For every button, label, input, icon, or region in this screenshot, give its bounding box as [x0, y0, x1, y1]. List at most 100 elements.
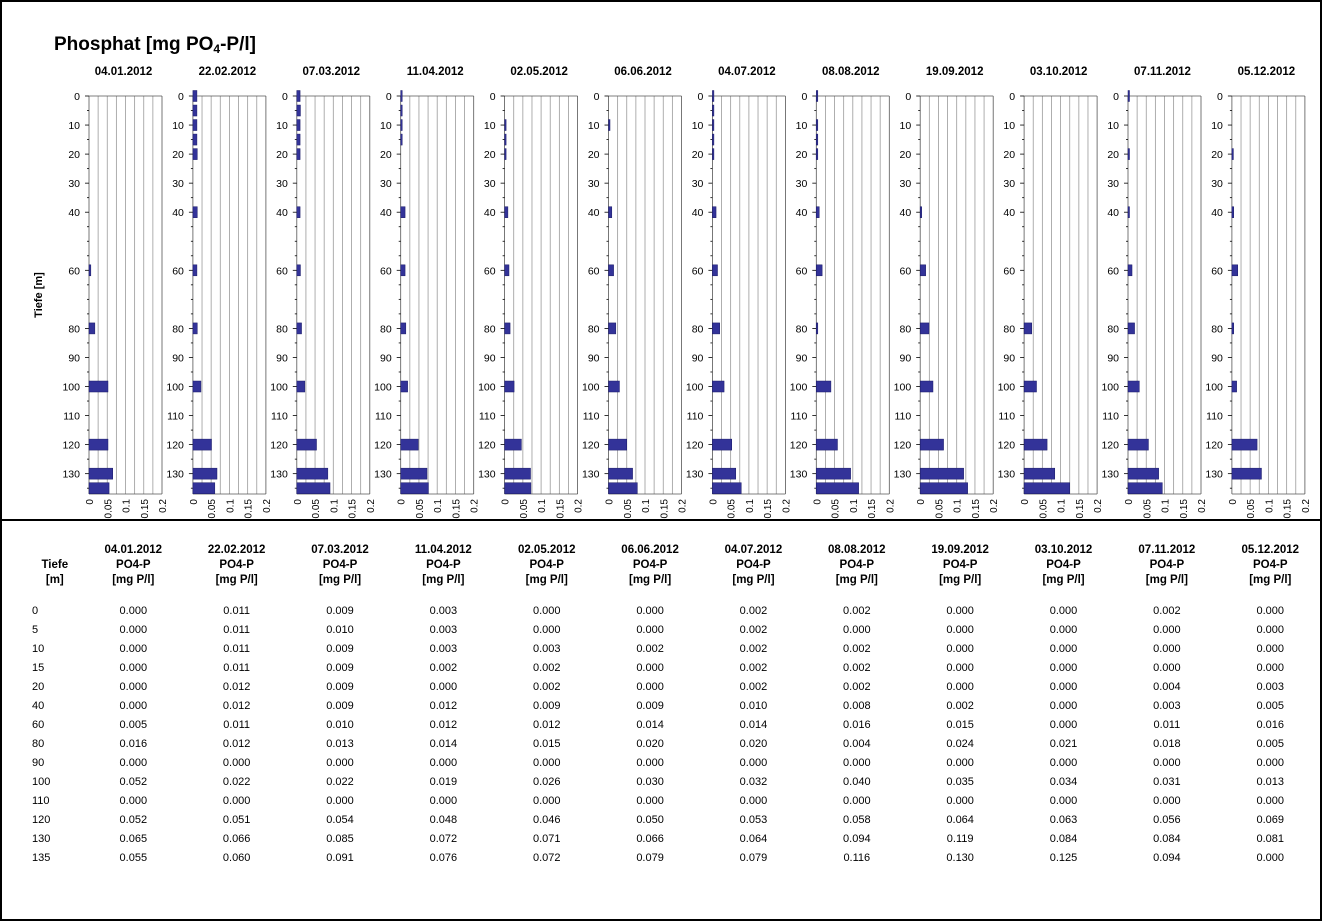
y-tick-label: 130 — [998, 469, 1016, 481]
table-header-param: PO4-P — [426, 559, 461, 571]
table-cell-value: 0.002 — [946, 700, 974, 712]
table-cell-value: 0.011 — [223, 605, 251, 617]
table-cell-value: 0.009 — [326, 605, 354, 617]
x-tick-label: 0 — [605, 499, 616, 505]
table-cell-value: 0.009 — [326, 662, 354, 674]
y-tick-label: 130 — [62, 469, 80, 481]
x-tick-label: 0.15 — [244, 499, 255, 519]
x-tick-label: 0.2 — [158, 499, 169, 513]
table-header-param: PO4-P — [839, 559, 875, 571]
bar — [400, 380, 408, 393]
table-cell-value: 0.000 — [119, 605, 148, 617]
table-cell-value: 0.000 — [1256, 643, 1285, 655]
x-tick-label: 0.2 — [1301, 499, 1312, 513]
table-cell-value: 0.015 — [532, 738, 561, 750]
table-header-unit: [mg P/l] — [112, 574, 155, 586]
bar — [919, 264, 926, 277]
bar — [192, 264, 198, 277]
table-cell-value: 0.000 — [1256, 757, 1285, 769]
chart-date-label: 02.05.2012 — [510, 66, 568, 78]
x-tick-label: 0.05 — [1142, 499, 1153, 519]
table-cell-depth: 110 — [32, 795, 50, 807]
table-cell-value: 0.010 — [326, 624, 354, 636]
y-tick-label: 30 — [588, 178, 600, 190]
table-header-date: 11.04.2012 — [414, 544, 472, 556]
bar — [504, 119, 507, 131]
bar — [712, 90, 715, 102]
table-header-unit-row: [m] [mg P/l] [mg P/l] [mg P/l] [mg P/l] [mg … — [28, 573, 1322, 588]
y-tick-label: 10 — [588, 120, 600, 132]
table-cell-value: 0.016 — [119, 738, 148, 750]
y-tick-label: 110 — [1102, 411, 1119, 423]
x-tick-label: 0 — [293, 499, 304, 505]
bar — [608, 467, 633, 480]
y-tick-label: 40 — [1003, 207, 1015, 219]
table-cell-value: 0.011 — [223, 624, 251, 636]
profile-chart: 11.04.2012 0 10 20 30 40 60 80 90 100 110 120 130 0 0.… — [374, 66, 481, 518]
bar — [192, 104, 198, 117]
table-header-param-row: Tiefe PO4-P PO4-P PO4-P PO4-P PO4-P PO4-P PO4-… — [28, 558, 1322, 573]
bar — [712, 206, 717, 218]
table-cell-value: 0.009 — [326, 700, 354, 712]
y-tick-label: 90 — [68, 352, 80, 364]
bar — [1127, 482, 1163, 494]
y-tick-label: 120 — [166, 440, 184, 452]
bar — [296, 133, 301, 146]
table-header-date: 06.06.2012 — [621, 544, 679, 556]
bar — [400, 438, 419, 451]
table-cell-value: 0.012 — [532, 719, 561, 731]
x-tick-label: 0.1 — [953, 499, 964, 513]
x-tick-label: 0 — [501, 499, 512, 505]
bar — [192, 438, 212, 451]
table-cell-value: 0.000 — [119, 795, 148, 807]
y-tick-label: 10 — [692, 120, 704, 132]
y-tick-label: 110 — [1206, 411, 1223, 423]
table-cell-value: 0.002 — [843, 681, 871, 693]
table-cell-value: 0.009 — [326, 681, 354, 693]
table-cell-value: 0.000 — [222, 757, 251, 769]
x-tick-label: 0.2 — [470, 499, 481, 513]
x-tick-label: 0 — [1020, 499, 1031, 505]
y-tick-label: 40 — [68, 207, 80, 219]
bar — [712, 264, 718, 277]
bar — [400, 104, 403, 117]
x-tick-label: 0.2 — [262, 499, 273, 513]
table-cell-value: 0.002 — [636, 643, 664, 655]
table-cell-value: 0.002 — [843, 662, 871, 674]
y-tick-label: 40 — [1107, 207, 1119, 219]
bar — [192, 133, 198, 146]
y-tick-label: 130 — [790, 469, 808, 481]
y-tick-label: 80 — [172, 323, 184, 335]
bar — [1231, 438, 1258, 451]
table-cell-value: 0.000 — [119, 643, 148, 655]
y-tick-label: 130 — [894, 469, 912, 481]
table-header-depth: Tiefe — [41, 559, 69, 571]
bar — [712, 104, 715, 117]
bar — [400, 119, 403, 131]
y-tick-label: 30 — [1003, 178, 1015, 190]
bar — [608, 206, 613, 218]
y-tick-label: 120 — [894, 440, 912, 452]
y-tick-label: 100 — [998, 382, 1016, 394]
table-cell-value: 0.000 — [1049, 681, 1078, 693]
y-tick-label: 120 — [582, 440, 600, 452]
y-tick-label: 20 — [68, 149, 80, 161]
table-cell-value: 0.040 — [843, 776, 871, 788]
y-tick-label: 120 — [270, 440, 288, 452]
y-tick-label: 90 — [1211, 352, 1223, 364]
table-cell-value: 0.012 — [222, 738, 251, 750]
table-cell-value: 0.000 — [119, 757, 148, 769]
y-tick-label: 20 — [692, 149, 704, 161]
y-tick-label: 30 — [1107, 178, 1119, 190]
chart-date-label: 22.02.2012 — [199, 66, 257, 78]
table-cell-value: 0.018 — [1153, 738, 1181, 750]
table-header-date: 07.11.2012 — [1138, 544, 1196, 556]
table-cell-value: 0.005 — [1256, 738, 1285, 750]
table-header-dates-row: 04.01.2012 22.02.2012 07.03.2012 11.04.2012… — [28, 543, 1322, 558]
table-cell-value: 0.000 — [1153, 643, 1181, 655]
y-tick-label: 10 — [380, 120, 392, 132]
table-cell-value: 0.002 — [739, 681, 768, 693]
x-tick-label: 0.1 — [1264, 499, 1275, 513]
table-cell-depth: 130 — [32, 833, 51, 845]
